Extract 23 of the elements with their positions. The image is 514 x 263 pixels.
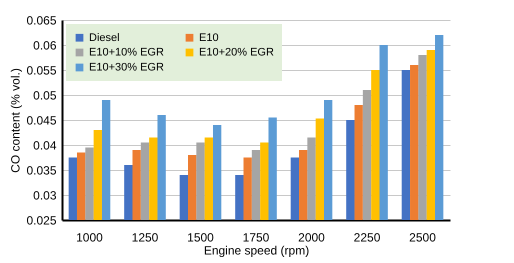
- y-tick-label: 0.03: [33, 188, 57, 202]
- x-axis-title: Engine speed (rpm): [204, 244, 310, 258]
- y-tick-label: 0.055: [26, 64, 57, 78]
- x-tick-label: 1500: [187, 230, 214, 244]
- y-tick-label: 0.05: [33, 88, 57, 102]
- y-tick-label: 0.06: [33, 38, 57, 52]
- legend-label: E10+20% EGR: [199, 46, 274, 58]
- y-tick-label: 0.065: [26, 14, 57, 28]
- y-tick-label: 0.045: [26, 114, 57, 128]
- legend-label: Diesel: [89, 32, 120, 44]
- x-tick-label: 2500: [409, 230, 436, 244]
- y-tick-label: 0.025: [26, 214, 57, 228]
- legend-label: E10: [199, 32, 219, 44]
- x-tick-label: 1750: [242, 230, 270, 244]
- x-tick-label: 1000: [76, 230, 104, 244]
- y-axis-title: CO content (% vol.): [8, 68, 22, 173]
- x-tick-label: 2000: [298, 230, 326, 244]
- y-tick-label: 0.035: [26, 164, 57, 178]
- y-tick-label: 0.04: [33, 138, 57, 152]
- x-tick-label: 1250: [132, 230, 159, 244]
- legend-label: E10+10% EGR: [89, 46, 164, 58]
- legend-label: E10+30% EGR: [89, 62, 164, 74]
- x-tick-label: 2250: [354, 230, 381, 244]
